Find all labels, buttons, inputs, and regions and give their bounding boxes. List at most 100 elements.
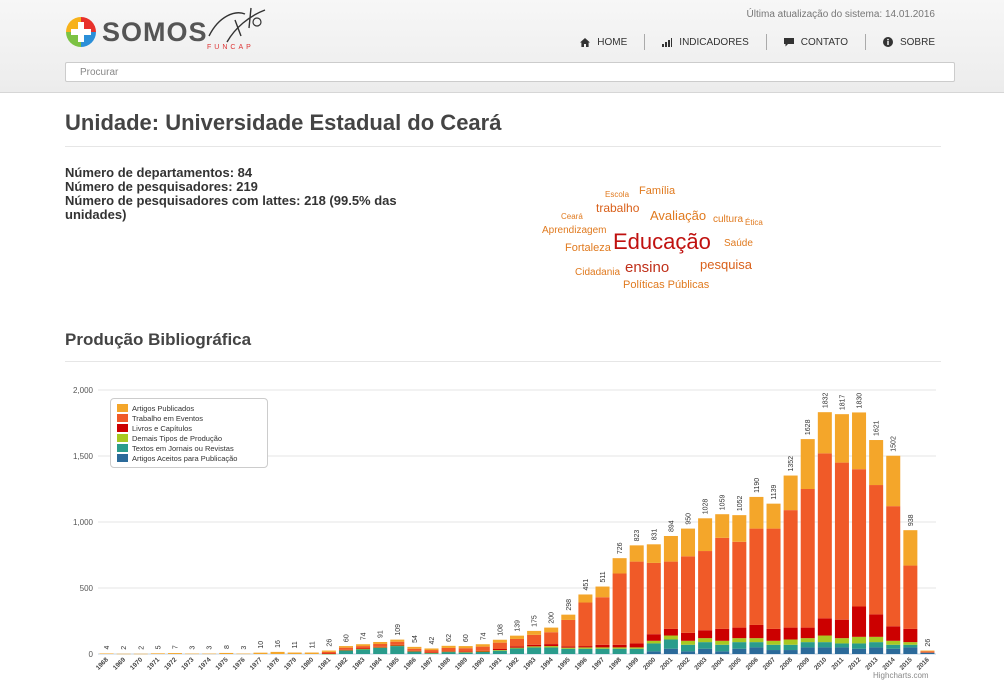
home-icon xyxy=(580,37,591,47)
total-label: 950 xyxy=(686,513,693,525)
production-chart: 0 500 1,000 1,500 2,000 4 1968 2 1969 2 1970 5 1971 7… xyxy=(73,386,936,672)
legend-item[interactable]: Livros e Capítulos xyxy=(117,423,261,433)
total-label: 7 xyxy=(172,645,179,649)
legend-swatch xyxy=(117,424,128,432)
bar-segment xyxy=(698,630,713,639)
bar-segment xyxy=(492,642,507,649)
bar-segment xyxy=(441,645,456,648)
word-cloud-term[interactable]: Avaliação xyxy=(650,208,707,223)
x-tick-label: 1978 xyxy=(266,656,281,671)
bar-segment xyxy=(116,653,131,655)
word-cloud-term[interactable]: pesquisa xyxy=(700,257,753,272)
bar-segment xyxy=(783,650,798,654)
word-cloud-term[interactable]: Família xyxy=(639,185,676,197)
chart-credit[interactable]: Highcharts.com xyxy=(873,671,929,680)
legend-label: Artigos Publicados xyxy=(132,403,195,413)
word-cloud-term[interactable]: Saúde xyxy=(724,238,753,249)
nav-indicadores[interactable]: INDICADORES xyxy=(644,34,765,50)
comment-icon xyxy=(783,37,794,46)
bar-segment xyxy=(595,648,610,654)
bar-segment xyxy=(578,648,593,654)
total-label: 139 xyxy=(515,620,522,632)
bar-segment xyxy=(150,653,165,654)
total-label: 2 xyxy=(138,646,145,650)
bar-segment xyxy=(715,514,730,538)
page-title: Unidade: Universidade Estadual do Ceará xyxy=(65,110,502,135)
bar-segment xyxy=(903,647,918,654)
bar-segment xyxy=(612,644,627,648)
legend-item[interactable]: Artigos Publicados xyxy=(117,403,261,413)
bar-segment xyxy=(219,652,234,654)
nav-sobre[interactable]: SOBRE xyxy=(864,34,935,50)
bar-segment xyxy=(561,619,576,647)
total-label: 1628 xyxy=(805,419,812,435)
x-tick-label: 1975 xyxy=(215,656,230,671)
funcap-text: FUNCAP xyxy=(207,44,254,51)
y-tick-label: 1,000 xyxy=(73,518,94,527)
total-label: 26 xyxy=(326,639,333,647)
word-cloud-term[interactable]: Escola xyxy=(605,190,630,199)
bar-segment xyxy=(715,628,730,641)
bar-segment xyxy=(783,627,798,640)
legend-label: Demais Tipos de Produção xyxy=(132,433,223,443)
bar-segment xyxy=(407,648,422,651)
bar-segment xyxy=(390,639,405,642)
bar-segment xyxy=(561,647,576,649)
bar-segment xyxy=(321,653,336,654)
bar-segment xyxy=(783,644,798,651)
bar-segment xyxy=(732,642,747,649)
bar-segment xyxy=(869,647,884,654)
legend-item[interactable]: Demais Tipos de Produção xyxy=(117,433,261,443)
search-input[interactable] xyxy=(65,62,955,82)
header: SOMOS FUNCAP Última atualização do siste… xyxy=(0,0,1004,93)
somos-logo[interactable]: SOMOS xyxy=(66,14,208,50)
nav-home[interactable]: HOME xyxy=(563,34,644,50)
bar-segment xyxy=(475,650,490,652)
x-tick-label: 2001 xyxy=(659,656,674,671)
total-label: 26 xyxy=(925,639,932,647)
word-cloud-term[interactable]: Ceará xyxy=(561,212,583,221)
bar-segment xyxy=(783,639,798,645)
bar-segment xyxy=(681,556,696,633)
bar-segment xyxy=(646,640,661,644)
word-cloud-term[interactable]: ensino xyxy=(625,259,670,276)
legend-item[interactable]: Trabalho em Eventos xyxy=(117,413,261,423)
word-cloud-term[interactable]: Aprendizagem xyxy=(542,225,607,236)
word-cloud-term[interactable]: Educação xyxy=(613,229,711,254)
total-label: 298 xyxy=(566,599,573,611)
x-tick-label: 1998 xyxy=(608,656,623,671)
bar-segment xyxy=(766,503,781,529)
bar-segment xyxy=(749,638,764,643)
bar-segment xyxy=(338,647,353,650)
total-label: 1832 xyxy=(822,393,829,409)
nav-contato[interactable]: CONTATO xyxy=(765,34,865,50)
x-tick-label: 1968 xyxy=(95,656,110,671)
word-cloud-term[interactable]: cultura xyxy=(713,214,744,225)
bar-segment xyxy=(646,643,661,652)
bar-segment xyxy=(304,652,319,654)
bar-segment xyxy=(834,638,849,644)
total-label: 10 xyxy=(258,641,265,649)
total-label: 1059 xyxy=(720,495,727,511)
bar-segment xyxy=(800,638,815,643)
unit-stats: Número de departamentos: 84 Número de pe… xyxy=(65,166,455,222)
total-label: 109 xyxy=(395,624,402,636)
word-cloud-term[interactable]: Ética xyxy=(745,218,763,227)
word-cloud-term[interactable]: Cidadania xyxy=(575,267,621,278)
word-cloud-term[interactable]: Fortaleza xyxy=(565,242,611,254)
bar-segment xyxy=(783,475,798,511)
x-tick-label: 1993 xyxy=(522,656,537,671)
bar-segment xyxy=(578,647,593,649)
bar-segment xyxy=(886,455,901,507)
legend-item[interactable]: Textos em Jornais ou Revistas xyxy=(117,443,261,453)
word-cloud-term[interactable]: Políticas Públicas xyxy=(623,279,710,291)
bar-segment xyxy=(852,606,867,637)
bar-segment xyxy=(390,644,405,646)
word-cloud-term[interactable]: trabalho xyxy=(596,201,640,215)
bar-segment xyxy=(920,651,935,653)
bar-segment xyxy=(492,648,507,651)
bar-segment xyxy=(715,644,730,652)
bar-segment xyxy=(424,648,439,651)
word-cloud: Escola Família trabalho Ceará Avaliação … xyxy=(535,180,795,300)
legend-item[interactable]: Artigos Aceitos para Publicação xyxy=(117,453,261,463)
